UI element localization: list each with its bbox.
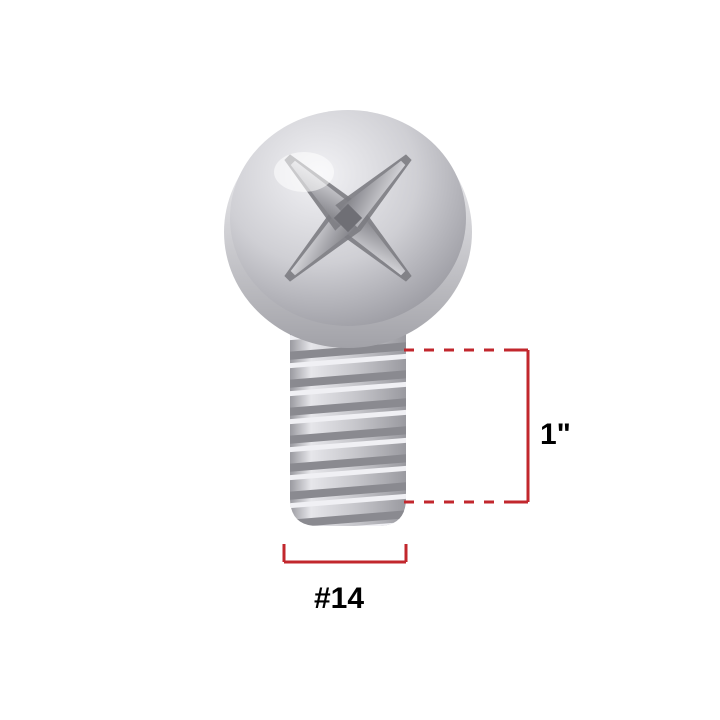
screw-head-highlight [274,152,334,192]
screw-illustration [224,96,472,562]
gauge-label: #14 [314,582,364,615]
length-label: 1" [540,418,571,451]
